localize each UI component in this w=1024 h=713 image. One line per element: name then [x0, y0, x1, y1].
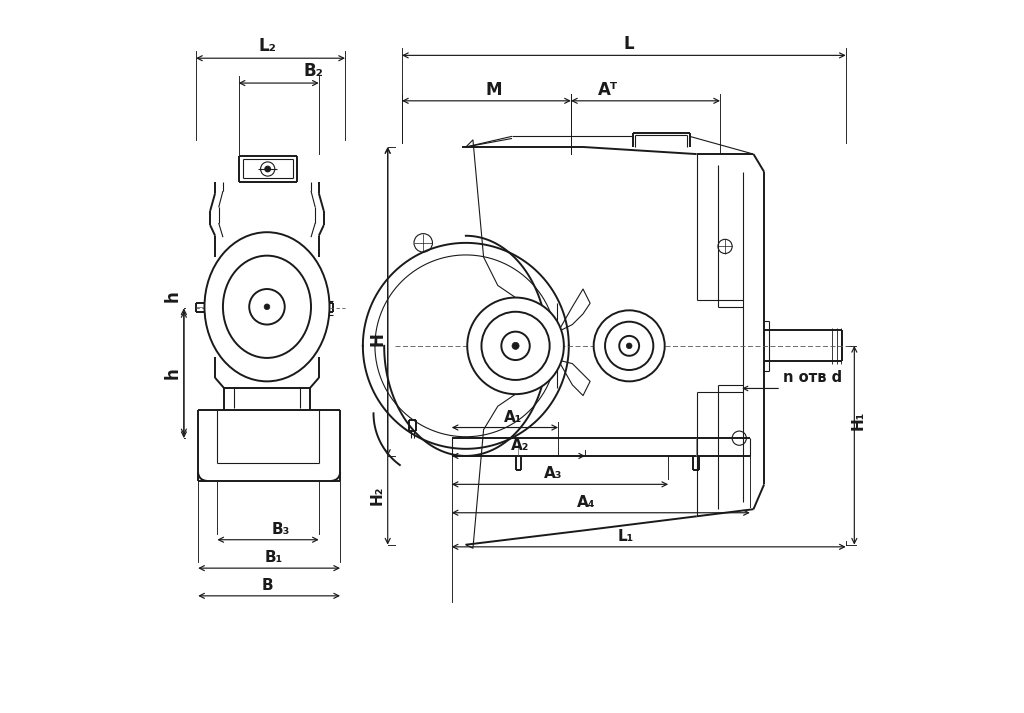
- Text: h: h: [164, 368, 181, 379]
- Ellipse shape: [223, 256, 311, 358]
- Text: h: h: [164, 290, 181, 302]
- Circle shape: [605, 322, 653, 370]
- Circle shape: [467, 297, 564, 394]
- Circle shape: [512, 342, 519, 349]
- Circle shape: [594, 310, 665, 381]
- Text: n отв d: n отв d: [783, 370, 843, 385]
- Text: H₁: H₁: [851, 411, 866, 430]
- Circle shape: [627, 343, 632, 349]
- Text: L: L: [624, 34, 635, 53]
- Text: M: M: [486, 81, 503, 98]
- Text: H₂: H₂: [370, 486, 385, 505]
- Text: Aᵀ: Aᵀ: [598, 81, 617, 98]
- Text: B₃: B₃: [272, 522, 291, 537]
- Circle shape: [481, 312, 550, 380]
- Text: A₄: A₄: [578, 495, 596, 510]
- Text: A₃: A₃: [544, 466, 562, 481]
- Text: A₁: A₁: [504, 410, 522, 425]
- Ellipse shape: [205, 232, 330, 381]
- Text: B₂: B₂: [303, 61, 324, 80]
- Circle shape: [502, 332, 529, 360]
- Text: A₂: A₂: [511, 438, 529, 453]
- Text: L₂: L₂: [258, 36, 275, 55]
- Circle shape: [249, 289, 285, 324]
- Circle shape: [265, 166, 270, 172]
- Circle shape: [620, 336, 639, 356]
- Text: B: B: [261, 578, 272, 593]
- Circle shape: [264, 304, 269, 309]
- Text: L₁: L₁: [617, 529, 634, 544]
- Text: H: H: [368, 332, 386, 346]
- Text: B₁: B₁: [265, 550, 284, 565]
